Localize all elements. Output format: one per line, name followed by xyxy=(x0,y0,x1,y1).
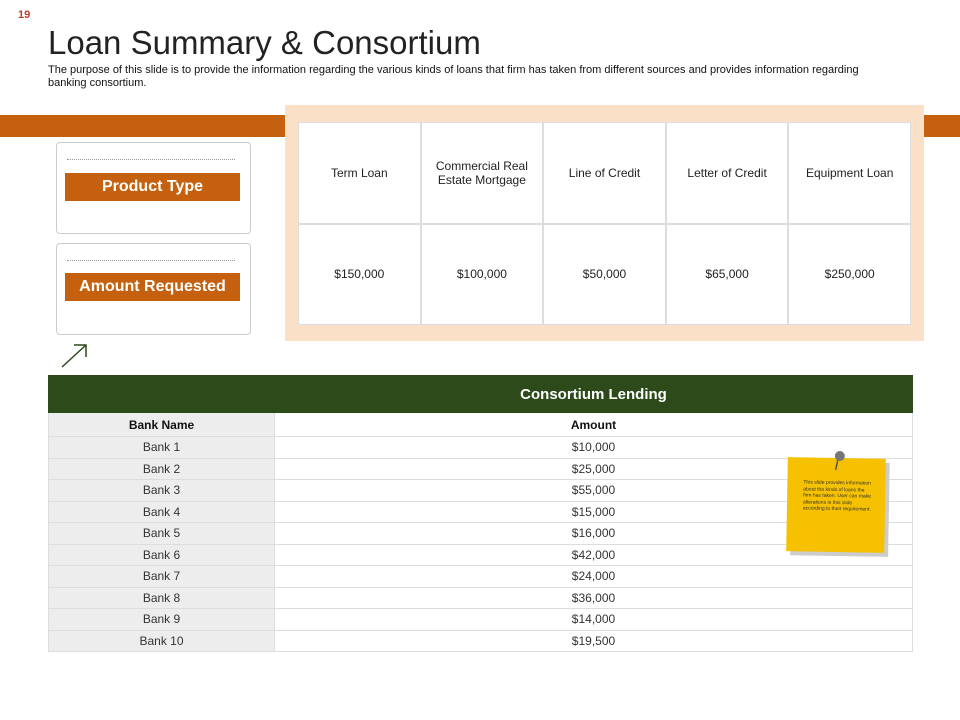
arrow-icon xyxy=(61,344,87,368)
loan-header: Line of Credit xyxy=(543,122,666,224)
table-row: Bank 7 $24,000 xyxy=(48,565,913,588)
amount: $19,500 xyxy=(274,629,913,652)
bank-name: Bank 10 xyxy=(48,629,275,652)
title: Loan Summary & Consortium xyxy=(48,24,481,61)
column-row: Bank Name Amount xyxy=(48,412,913,437)
amount: $14,000 xyxy=(274,608,913,631)
header-row: Consortium Lending xyxy=(48,375,913,413)
label-card: Amount Requested xyxy=(56,243,251,335)
loan-header: Commercial Real Estate Mortgage xyxy=(420,122,544,224)
table-row: Bank 6 $42,000 xyxy=(48,543,913,566)
loan-amount: $100,000 xyxy=(420,223,544,325)
loan-amount: $50,000 xyxy=(543,223,666,325)
consortium-table: Consortium Lending Bank Name Amount Bank 1 $… xyxy=(48,375,913,652)
bank-name: Bank 6 xyxy=(48,543,275,566)
label: Product Type xyxy=(65,173,240,201)
table-row: Bank 10 $19,500 xyxy=(48,629,913,652)
loan-amount: $150,000 xyxy=(298,223,421,325)
amount: $36,000 xyxy=(274,586,913,609)
bank-name: Bank 9 xyxy=(48,608,275,631)
loan-header: Equipment Loan xyxy=(788,122,911,224)
table-row: Bank 4 $15,000 xyxy=(48,500,913,523)
table-row: Bank 3 $55,000 xyxy=(48,479,913,502)
bank-name: Bank 3 xyxy=(48,479,275,502)
loan-amount: $250,000 xyxy=(788,223,911,325)
note-text: This slide provides information about th… xyxy=(802,479,872,513)
amount: $24,000 xyxy=(274,565,913,588)
header-cell xyxy=(48,375,275,413)
bank-name: Bank 8 xyxy=(48,586,275,609)
slide-number: 19 xyxy=(18,9,31,21)
bank-name: Bank 5 xyxy=(48,522,275,545)
loan-amount: $65,000 xyxy=(665,223,789,325)
table-row: Bank 9 $14,000 xyxy=(48,608,913,631)
bank-name: Bank 2 xyxy=(48,457,275,480)
table-row: Bank 1 $10,000 xyxy=(48,436,913,459)
subtitle: The purpose of this slide is to provide … xyxy=(48,64,859,89)
table-row: Bank 2 $25,000 xyxy=(48,457,913,480)
bank-name: Bank 7 xyxy=(48,565,275,588)
loan-header: Term Loan xyxy=(298,122,421,224)
label: Amount Requested xyxy=(65,273,240,301)
loan-header: Letter of Credit xyxy=(665,122,789,224)
column-header: Amount xyxy=(274,412,913,437)
pin xyxy=(834,451,845,471)
table-row: Bank 8 $36,000 xyxy=(48,586,913,609)
table-row: Bank 5 $16,000 xyxy=(48,522,913,545)
column-header: Bank Name xyxy=(48,412,275,437)
bank-name: Bank 1 xyxy=(48,436,275,459)
bank-name: Bank 4 xyxy=(48,500,275,523)
amount: $10,000 xyxy=(274,436,913,459)
sticky-note: This slide provides information about th… xyxy=(786,451,886,553)
dotted-line xyxy=(67,260,235,261)
table-title: Consortium Lending xyxy=(274,375,913,413)
loan-table: Term Loan Commercial Real Estate Mortgage… xyxy=(298,122,911,325)
label-card: Product Type xyxy=(56,142,251,234)
dotted-line xyxy=(67,159,235,160)
